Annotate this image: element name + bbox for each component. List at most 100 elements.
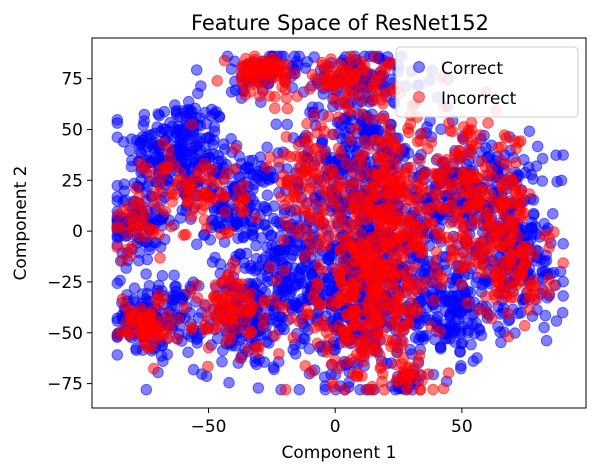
point-correct [447, 303, 460, 316]
point-correct [252, 382, 265, 394]
point-incorrect [379, 87, 391, 99]
point-correct [278, 323, 291, 336]
point-incorrect [528, 280, 541, 292]
point-correct [281, 118, 294, 131]
point-incorrect [384, 259, 397, 271]
point-incorrect [510, 142, 523, 155]
point-incorrect [367, 95, 379, 107]
point-incorrect [223, 326, 236, 338]
point-incorrect [502, 330, 515, 343]
point-incorrect [280, 131, 293, 143]
point-incorrect [469, 195, 482, 207]
point-incorrect [289, 68, 301, 80]
point-incorrect [153, 297, 166, 310]
point-incorrect [190, 278, 202, 291]
legend-label-incorrect: Incorrect [441, 89, 517, 109]
point-correct [128, 282, 141, 295]
point-correct [529, 220, 541, 233]
point-correct [413, 318, 425, 330]
point-correct [538, 321, 550, 334]
point-incorrect [508, 224, 521, 236]
points-layer [111, 50, 570, 396]
point-correct [177, 105, 189, 117]
point-incorrect [349, 218, 362, 231]
point-incorrect [411, 303, 423, 315]
point-incorrect [323, 220, 336, 232]
point-correct [555, 174, 568, 187]
point-incorrect [519, 255, 531, 267]
point-incorrect [400, 167, 412, 179]
point-incorrect [317, 314, 329, 327]
point-correct [143, 280, 156, 292]
point-incorrect [311, 127, 323, 139]
point-incorrect [557, 257, 570, 269]
point-incorrect [320, 346, 333, 358]
point-incorrect [543, 231, 556, 244]
point-incorrect [321, 232, 333, 245]
point-incorrect [202, 341, 215, 354]
point-incorrect [278, 68, 290, 80]
point-correct [225, 86, 238, 98]
point-incorrect [355, 302, 368, 314]
point-incorrect [236, 61, 249, 73]
point-incorrect [300, 303, 313, 316]
legend: Correct Incorrect [395, 46, 579, 118]
point-correct [258, 200, 270, 213]
point-incorrect [219, 206, 231, 218]
point-incorrect [301, 138, 314, 150]
point-correct [138, 108, 151, 121]
point-incorrect [438, 175, 451, 188]
point-incorrect [349, 123, 362, 135]
point-incorrect [291, 169, 303, 182]
point-correct [531, 140, 544, 153]
point-incorrect [433, 325, 446, 338]
point-incorrect [172, 176, 184, 189]
point-incorrect [378, 165, 390, 177]
point-incorrect [523, 294, 535, 306]
point-incorrect [406, 285, 419, 298]
point-incorrect [332, 111, 345, 123]
point-incorrect [505, 257, 517, 269]
point-incorrect [355, 93, 368, 106]
point-incorrect [495, 141, 508, 153]
point-incorrect [347, 204, 360, 216]
point-correct [136, 134, 149, 147]
point-incorrect [229, 142, 242, 155]
point-incorrect [528, 247, 541, 260]
point-incorrect [513, 246, 526, 259]
point-correct [111, 349, 124, 361]
point-incorrect [159, 205, 172, 218]
point-correct [225, 63, 238, 75]
point-incorrect [485, 163, 498, 176]
point-incorrect [416, 169, 429, 181]
point-incorrect [446, 194, 459, 207]
point-incorrect [253, 90, 266, 102]
point-incorrect [308, 108, 321, 121]
point-incorrect [264, 151, 276, 163]
point-incorrect [437, 382, 450, 395]
point-incorrect [425, 320, 437, 333]
point-incorrect [200, 186, 213, 199]
point-incorrect [218, 54, 231, 67]
point-correct [540, 334, 553, 347]
point-incorrect [287, 331, 300, 344]
point-incorrect [335, 244, 347, 257]
point-incorrect [372, 326, 384, 339]
point-incorrect [388, 160, 400, 172]
point-incorrect [404, 118, 417, 130]
point-incorrect [111, 241, 124, 254]
point-incorrect [499, 268, 511, 280]
point-incorrect [185, 210, 198, 223]
point-incorrect [444, 124, 456, 137]
point-incorrect [396, 247, 409, 260]
point-incorrect [116, 293, 129, 305]
point-incorrect [212, 321, 225, 334]
x-tick-label: −50 [191, 417, 227, 437]
point-incorrect [393, 186, 406, 199]
point-incorrect [498, 129, 511, 141]
series-incorrect [111, 50, 570, 396]
point-incorrect [457, 262, 470, 274]
point-incorrect [133, 230, 146, 243]
point-incorrect [238, 205, 250, 217]
point-incorrect [232, 183, 244, 196]
